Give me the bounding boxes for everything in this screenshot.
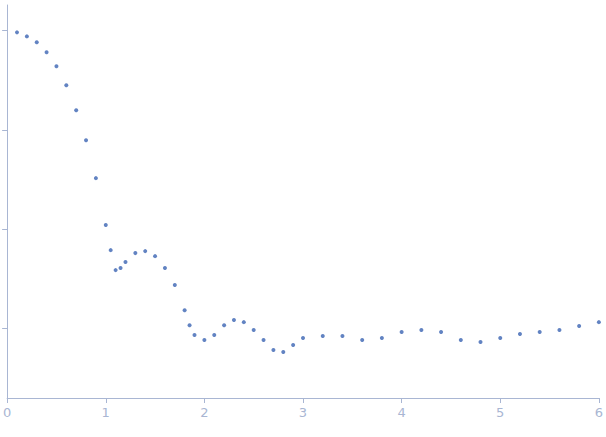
svg-text:2: 2 bbox=[200, 405, 208, 420]
svg-text:1: 1 bbox=[102, 405, 110, 420]
svg-text:3: 3 bbox=[299, 405, 307, 420]
svg-text:5: 5 bbox=[496, 405, 504, 420]
svg-text:4: 4 bbox=[397, 405, 405, 420]
svg-text:0: 0 bbox=[3, 405, 11, 420]
svg-text:6: 6 bbox=[595, 405, 603, 420]
